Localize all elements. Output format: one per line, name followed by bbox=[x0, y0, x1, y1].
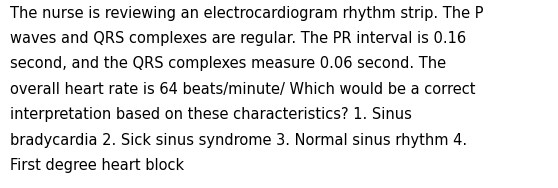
Text: First degree heart block: First degree heart block bbox=[10, 158, 184, 173]
Text: bradycardia 2. Sick sinus syndrome 3. Normal sinus rhythm 4.: bradycardia 2. Sick sinus syndrome 3. No… bbox=[10, 133, 467, 148]
Text: waves and QRS complexes are regular. The PR interval is 0.16: waves and QRS complexes are regular. The… bbox=[10, 31, 466, 46]
Text: overall heart rate is 64 beats/minute/ Which would be a correct: overall heart rate is 64 beats/minute/ W… bbox=[10, 82, 475, 97]
Text: second, and the QRS complexes measure 0.06 second. The: second, and the QRS complexes measure 0.… bbox=[10, 56, 446, 71]
Text: The nurse is reviewing an electrocardiogram rhythm strip. The P: The nurse is reviewing an electrocardiog… bbox=[10, 6, 484, 21]
Text: interpretation based on these characteristics? 1. Sinus: interpretation based on these characteri… bbox=[10, 107, 412, 122]
